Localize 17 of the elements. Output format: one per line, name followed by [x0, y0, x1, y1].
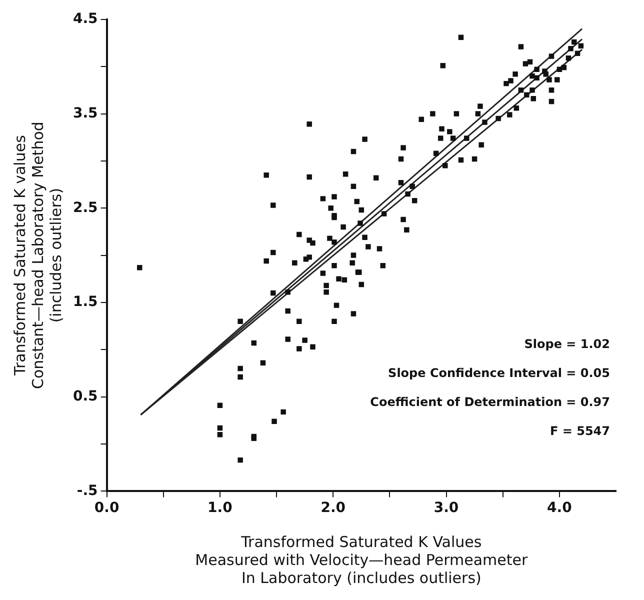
y-axis-title: Transformed Saturated K values Constant—head Laboratory Method (includes outliers)	[10, 122, 65, 389]
annotation: Slope = 1.02	[524, 337, 610, 352]
x-axis-title: Transformed Saturated K Values Measured with Velocity—head Permeameter In Laboratory (includes outliers)	[195, 532, 528, 587]
y-tick-label: 2.5	[72, 200, 98, 216]
x-tick-label: 4.0	[547, 500, 572, 516]
y-tick-label: -.5	[76, 482, 98, 499]
y-tick-label: 3.5	[72, 105, 98, 122]
y-tick-label: 1.5	[72, 294, 98, 310]
x-tick-label: 0.0	[94, 500, 120, 516]
y-tick-label: 0.5	[72, 388, 98, 404]
annotation: Coefficient of Determination = 0.97	[370, 395, 610, 410]
x-tick-label: 2.0	[320, 500, 346, 516]
x-tick-label: 3.0	[434, 500, 459, 516]
annotation: F = 5547	[550, 424, 610, 438]
annotation: Slope Confidence Interval = 0.05	[388, 366, 610, 380]
y-tick-label: 4.5	[72, 11, 98, 28]
x-tick-label: 1.0	[208, 500, 233, 516]
